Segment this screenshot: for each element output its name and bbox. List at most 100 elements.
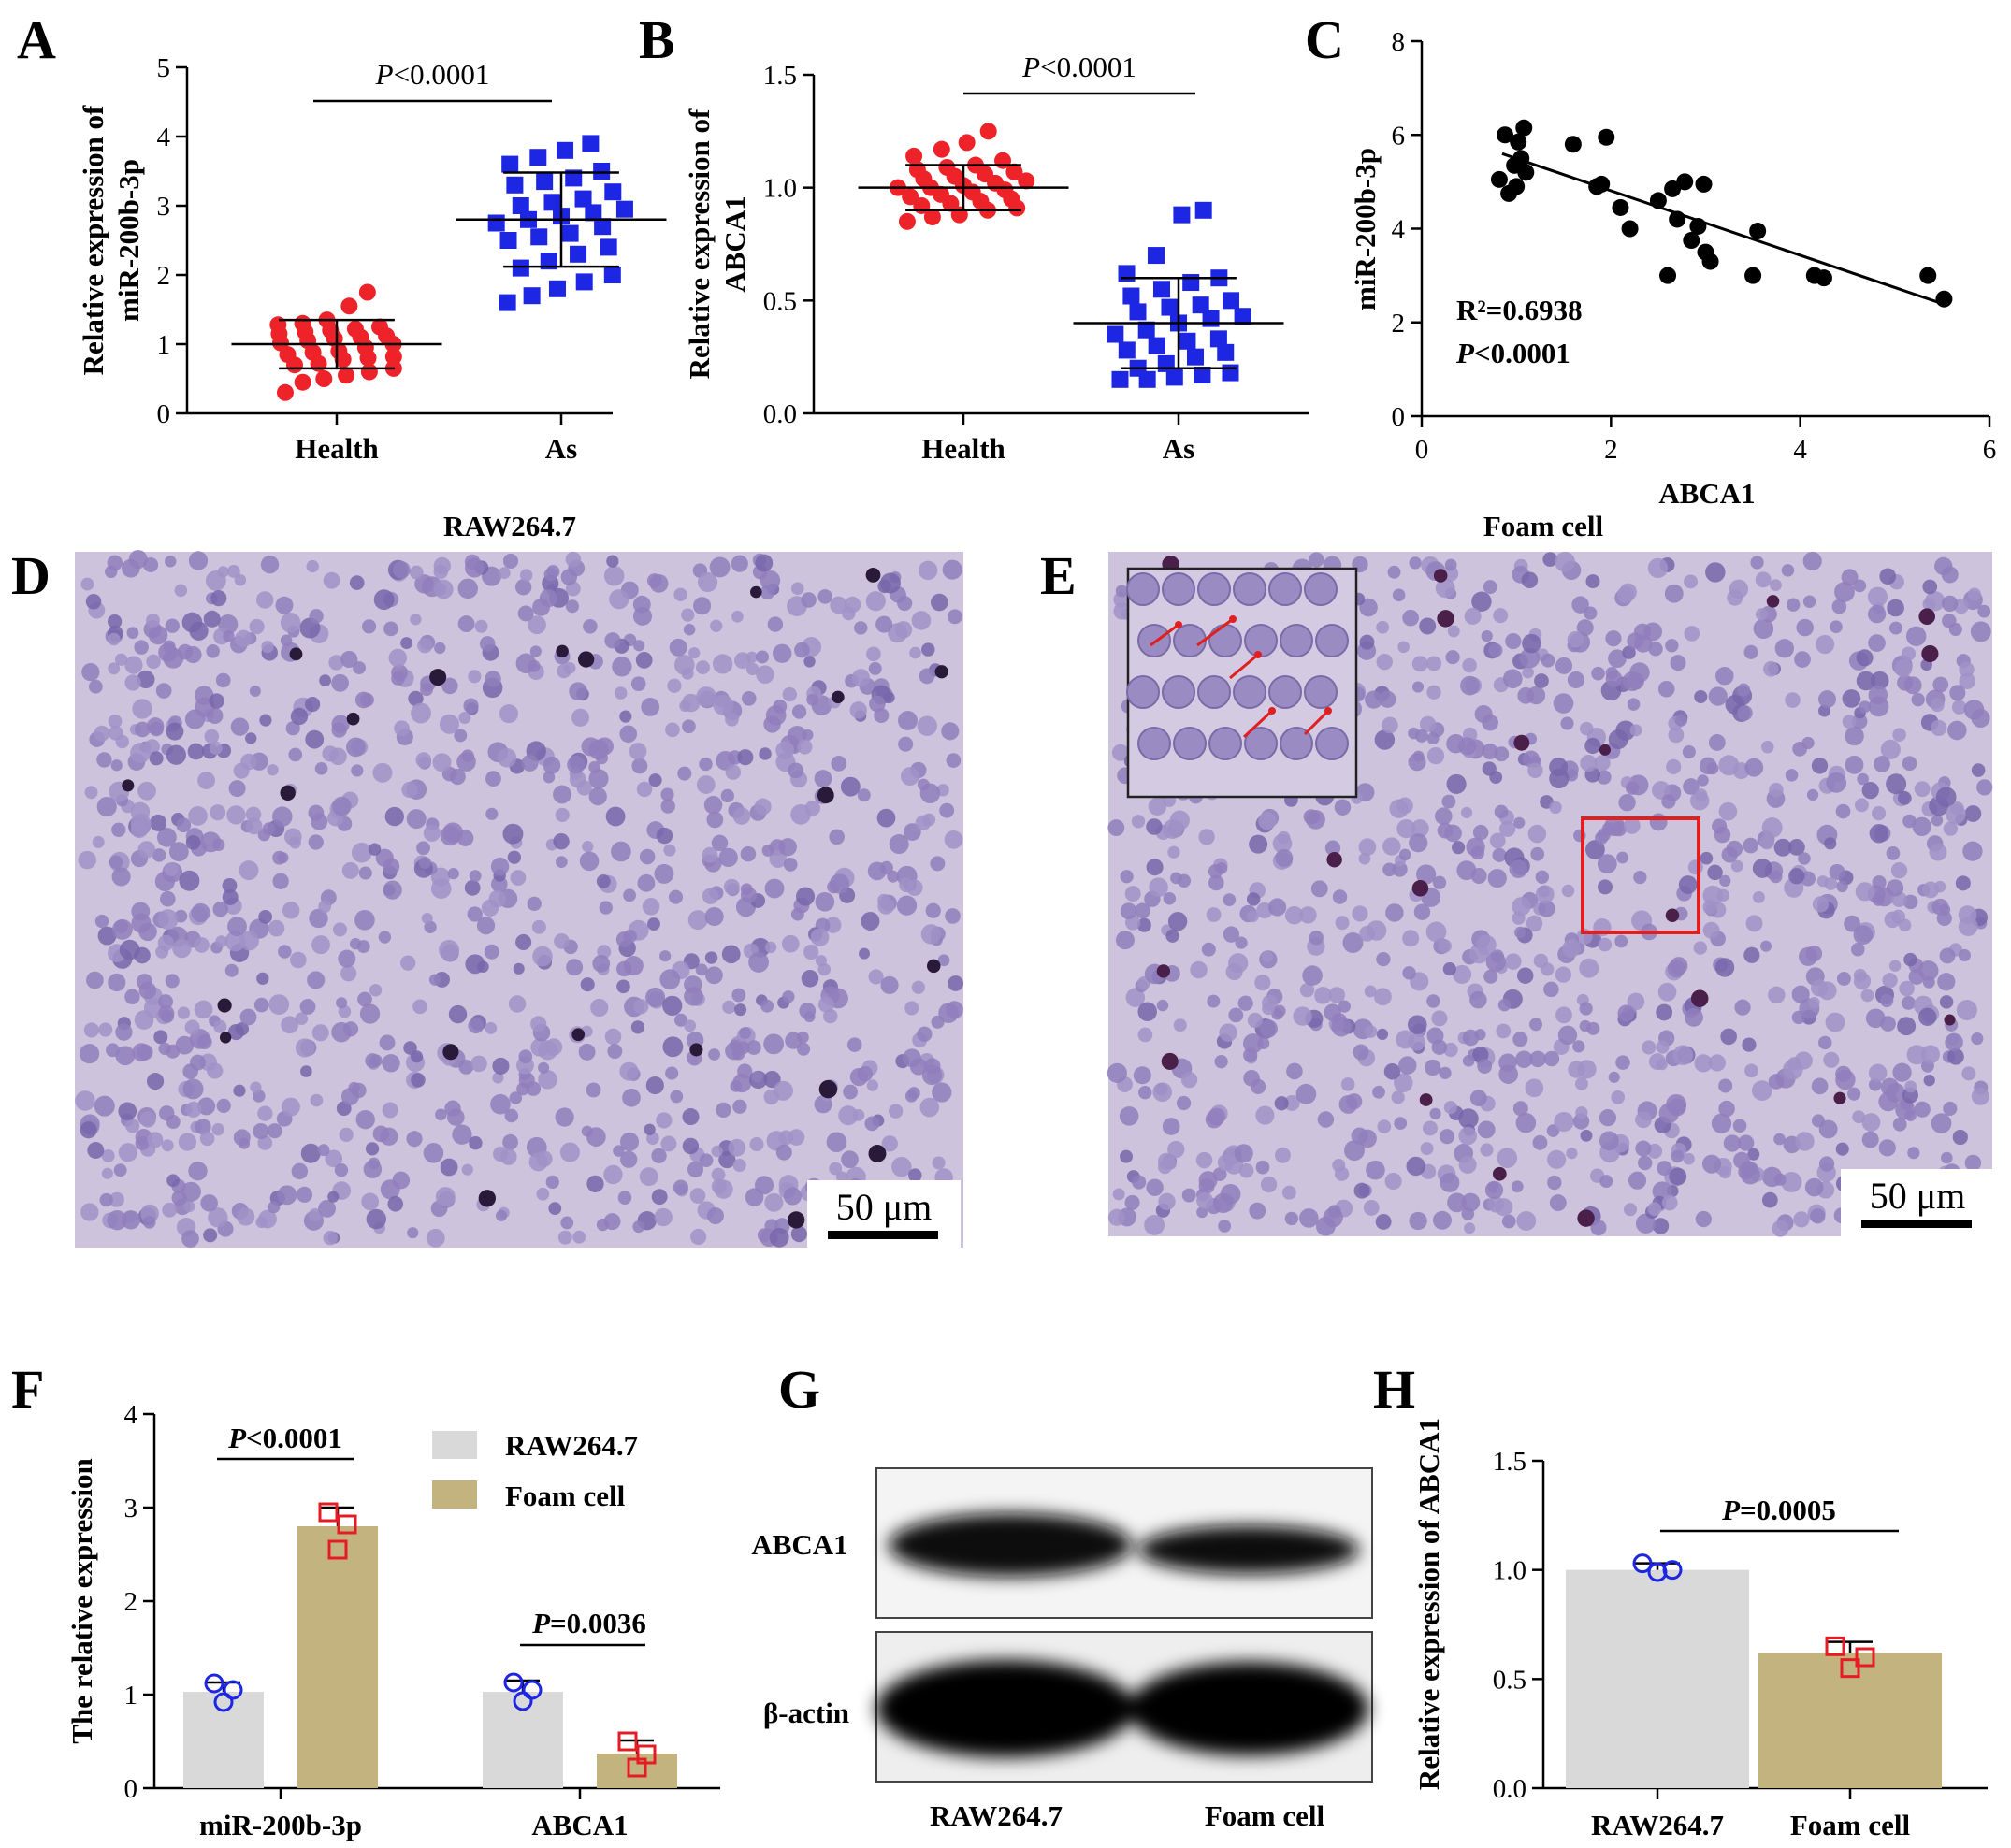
chart-a-point-as (540, 253, 557, 270)
micrograph-e-inset-cell (1162, 572, 1195, 606)
chart-a-point-as (565, 169, 583, 187)
chart-c-point (1612, 198, 1629, 216)
chart-f-point-raw (223, 1680, 243, 1700)
micrograph-e-arrow-head (1254, 651, 1262, 658)
chart-f-p-value: P=0.0036 (531, 1607, 646, 1639)
chart-b-point-as (1194, 366, 1211, 383)
chart-c-r2: R²=0.6938 (1456, 294, 1583, 326)
chart-f-point-raw (204, 1673, 224, 1694)
chart-f-x-tick-label: miR-200b-3p (199, 1809, 362, 1841)
chart-f-bar (297, 1526, 378, 1788)
micrograph-e-inset-cell (1244, 624, 1278, 657)
chart-h-y-tick-label: 0.5 (1493, 1665, 1526, 1695)
chart-b-y-tick-label: 0.5 (763, 286, 797, 316)
micrograph-e-inset-cell (1315, 624, 1349, 657)
chart-a-y-tick-label: 5 (157, 53, 171, 83)
micrograph-e-inset-cell (1173, 727, 1207, 760)
chart-b-point-as (1194, 201, 1212, 219)
micrograph-e-inset-cell (1304, 572, 1338, 606)
legend-swatch-raw (432, 1431, 477, 1459)
chart-a-y-tick-label: 3 (157, 192, 171, 222)
chart-b-y-tick-label: 0.0 (763, 399, 797, 429)
chart-b-point-as (1137, 321, 1155, 339)
micrograph-e-arrow (1150, 623, 1179, 647)
chart-c-point (1490, 170, 1508, 188)
chart-b-point-as (1192, 296, 1209, 314)
scalebar-e-label: 50 μm (1870, 1175, 1966, 1217)
scalebar-d-label: 50 μm (836, 1186, 933, 1228)
chart-b-point-as (1165, 368, 1183, 386)
chart-b-point-health (979, 123, 997, 140)
micrograph-e-arrow-head (1324, 707, 1332, 715)
band-abca1-foam (1138, 1525, 1359, 1574)
micrograph-e-inset-cell (1268, 572, 1302, 606)
chart-a-point-as (600, 238, 617, 256)
chart-a-x-tick-label: As (545, 432, 577, 465)
band-abca1-raw (889, 1513, 1132, 1577)
chart-b-p-value: P<0.0001 (1021, 51, 1136, 83)
chart-h-x-tick-label: RAW264.7 (1591, 1809, 1724, 1841)
chart-h-y-tick-label: 1.5 (1493, 1447, 1526, 1477)
chart-c-y-tick-label: 4 (1392, 215, 1406, 245)
chart-a-point-as (593, 163, 611, 180)
chart-a-point-as (501, 155, 519, 173)
chart-b-point-as (1217, 343, 1235, 361)
chart-f-y-tick-label: 2 (124, 1587, 138, 1617)
chart-f-y-tick-label: 3 (124, 1494, 138, 1523)
chart-c-x-tick-label: 2 (1604, 435, 1618, 465)
chart-a-point-health (346, 320, 364, 338)
chart-a-point-as (561, 224, 579, 242)
chart-c-point (1683, 232, 1700, 250)
chart-b-point-as (1118, 341, 1136, 359)
micrograph-e-inset-cell (1315, 727, 1349, 760)
chart-b-point-health (958, 134, 976, 152)
chart-f-p-value: P<0.0001 (227, 1422, 342, 1454)
chart-b-point-as (1111, 370, 1129, 388)
chart-c-x-label: ABCA1 (1658, 477, 1755, 510)
micrograph-e-arrow (1229, 653, 1259, 680)
micrograph-foam-cell (1107, 551, 1993, 1237)
blot-row-label-actin: β-actin (763, 1696, 849, 1729)
chart-a-point-as (529, 149, 547, 166)
chart-a-point-as (603, 267, 621, 283)
micro-d-cells (75, 549, 964, 1248)
chart-c-point (1564, 136, 1582, 153)
chart-h-point-raw (1662, 1560, 1683, 1581)
panel-letter-a: A (17, 9, 56, 70)
micrograph-e-inset-cell (1197, 572, 1231, 606)
chart-c-point (1510, 133, 1527, 151)
chart-b-point-as (1222, 364, 1239, 382)
micrograph-e-inset-cell (1126, 572, 1160, 606)
micrograph-e-inset-cell (1280, 624, 1313, 657)
chart-a-point-as (570, 245, 587, 263)
chart-c-point (1935, 290, 1953, 308)
chart-b-point-health (994, 152, 1012, 169)
blot-lane-label-raw: RAW264.7 (930, 1799, 1063, 1832)
band-actin-raw (876, 1660, 1135, 1757)
chart-b-point-health (905, 147, 923, 165)
chart-h-point-foam (1825, 1636, 1845, 1656)
chart-h-point-raw (1647, 1562, 1668, 1582)
chart-c-y-tick-label: 2 (1392, 309, 1406, 339)
micrograph-e-inset-cell (1162, 675, 1195, 709)
chart-c-point (1508, 178, 1526, 195)
micrograph-e-inset-cell (1304, 675, 1338, 709)
chart-f-y-label: The relative expression (65, 1458, 98, 1743)
legend-swatch-foam (432, 1480, 477, 1509)
chart-f-y-tick-label: 4 (124, 1400, 138, 1430)
chart-f-point-foam (327, 1539, 348, 1560)
chart-a-y-tick-label: 2 (157, 261, 171, 291)
chart-a-point-as (575, 273, 593, 291)
chart-c-p-value: P<0.0001 (1455, 337, 1570, 369)
chart-c-point (1676, 173, 1694, 191)
chart-a-point-health (340, 297, 358, 315)
micrograph-e-inset-cell (1233, 572, 1266, 606)
chart-a: 0 1 2 3 4 5 Health As Relative expression ofmiR-… (77, 53, 667, 465)
chart-h-point-foam (1840, 1658, 1860, 1679)
chart-h-y-label: Relative expression of ABCA1 (1412, 1418, 1445, 1790)
chart-f: 0 1 2 3 4 The relative expression miR-200b-3p A… (65, 1400, 720, 1841)
micrograph-e-arrow-head (1229, 615, 1237, 623)
chart-b-point-health (923, 209, 941, 226)
chart-f-point-foam (617, 1731, 638, 1752)
micrograph-d-title: RAW264.7 (443, 510, 576, 542)
